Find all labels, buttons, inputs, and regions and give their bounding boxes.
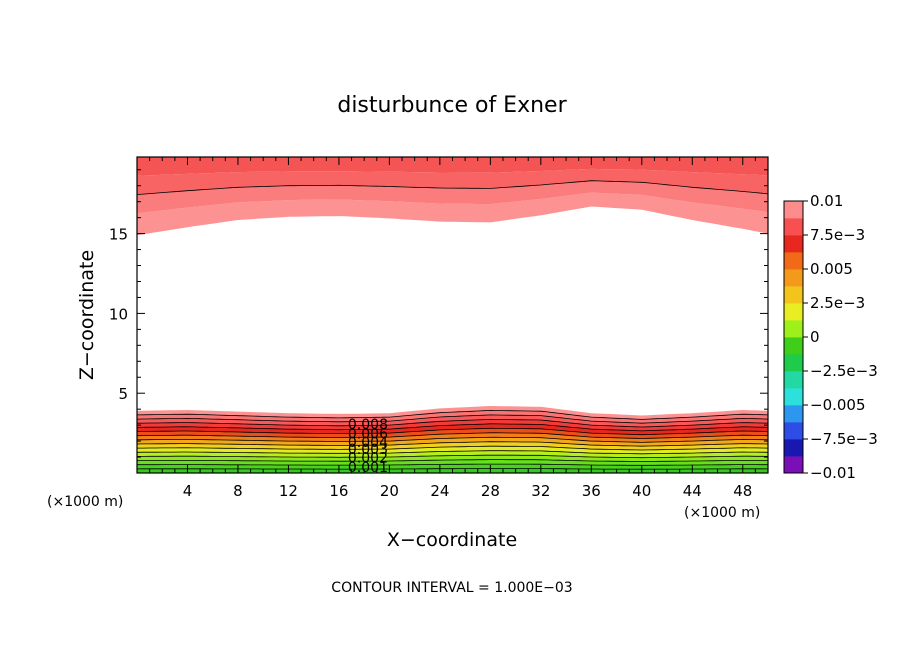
x-tick-label: 12 bbox=[279, 482, 298, 500]
contour-interval-note: CONTOUR INTERVAL = 1.000E−03 bbox=[331, 580, 572, 596]
colorbar-segment bbox=[784, 422, 803, 440]
contour-label: 0.006 bbox=[348, 427, 388, 443]
x-tick-label: 40 bbox=[632, 482, 651, 500]
z-unit-label: (×1000 m) bbox=[47, 494, 123, 510]
lower-contour-band bbox=[137, 410, 768, 424]
y-tick-label: 5 bbox=[118, 385, 128, 403]
colorbar-segment bbox=[784, 388, 803, 406]
x-tick-label: 20 bbox=[380, 482, 399, 500]
x-tick-label: 8 bbox=[233, 482, 243, 500]
colorbar bbox=[783, 200, 808, 474]
colorbar-segment bbox=[784, 371, 803, 389]
chart-title: disturbunce of Exner bbox=[337, 93, 567, 118]
x-unit-label: (×1000 m) bbox=[684, 505, 760, 521]
lower-contour-band bbox=[137, 450, 768, 458]
lower-contour-line bbox=[137, 423, 768, 432]
contour-label: 0.002 bbox=[348, 451, 388, 467]
colorbar-tick-label: 0 bbox=[810, 328, 820, 346]
lower-contour-band bbox=[137, 459, 768, 466]
colorbar-tick-label: 0.01 bbox=[810, 192, 843, 210]
lower-contour-line bbox=[137, 459, 768, 462]
colorbar-segment bbox=[784, 235, 803, 253]
colorbar-tick-label: −0.01 bbox=[810, 464, 856, 482]
colorbar-segment bbox=[784, 303, 803, 321]
lower-contour-line bbox=[137, 468, 768, 470]
contour-label: 0.004 bbox=[348, 435, 388, 451]
upper-contour-line bbox=[137, 180, 768, 195]
colorbar-segment bbox=[784, 201, 803, 219]
lower-contour-line bbox=[137, 436, 768, 443]
x-tick-label: 16 bbox=[329, 482, 348, 500]
x-tick-label: 24 bbox=[430, 482, 449, 500]
colorbar-tick-label: 0.005 bbox=[810, 260, 853, 278]
colorbar-tick-label: 7.5e−3 bbox=[810, 226, 865, 244]
colorbar-segment bbox=[784, 456, 803, 474]
x-axis-title: X−coordinate bbox=[387, 529, 517, 551]
y-tick-label: 10 bbox=[109, 305, 128, 323]
colorbar-segment bbox=[784, 320, 803, 338]
colorbar-tick-label: 2.5e−3 bbox=[810, 294, 865, 312]
colorbar-segment bbox=[784, 269, 803, 287]
colorbar-segment bbox=[784, 218, 803, 236]
x-tick-label: 44 bbox=[683, 482, 702, 500]
lower-contour-band bbox=[137, 437, 768, 447]
colorbar-segment bbox=[784, 405, 803, 423]
colorbar-tick-label: −0.005 bbox=[810, 396, 866, 414]
x-tick-labels: 4 8 12 16 20 24 28 32 36 40 44 48 bbox=[183, 482, 753, 500]
lower-contour-line bbox=[137, 414, 768, 424]
colorbar-segment bbox=[784, 337, 803, 355]
y-axis-title: Z−coordinate bbox=[76, 250, 98, 380]
lower-contour-line bbox=[137, 450, 768, 455]
colorbar-tick-labels: −0.01 −7.5e−3 −0.005 −2.5e−3 0 2.5e−3 0.005 7.5… bbox=[810, 192, 878, 482]
lower-contour-band bbox=[137, 432, 768, 443]
contour-lines bbox=[137, 180, 768, 470]
lower-contour-band bbox=[137, 446, 768, 454]
x-tick-label: 4 bbox=[183, 482, 193, 500]
x-tick-label: 36 bbox=[582, 482, 601, 500]
upper-contour-band bbox=[137, 180, 768, 214]
x-tick-label: 32 bbox=[531, 482, 550, 500]
upper-contour-band bbox=[137, 157, 768, 176]
lower-contour-line bbox=[137, 432, 768, 439]
colorbar-segment bbox=[784, 286, 803, 304]
y-tick-labels: 5 10 15 bbox=[109, 226, 128, 404]
lower-contour-line bbox=[137, 454, 768, 459]
upper-contour-band bbox=[137, 192, 768, 236]
contour-label: 0.008 bbox=[348, 417, 388, 433]
lower-contour-line bbox=[137, 418, 768, 428]
lower-contour-band bbox=[137, 455, 768, 462]
y-tick-label: 15 bbox=[109, 226, 128, 244]
lower-contour-line bbox=[137, 463, 768, 466]
x-tick-label: 48 bbox=[733, 482, 752, 500]
colorbar-segment bbox=[784, 439, 803, 457]
contour-label: 0.001 bbox=[348, 460, 388, 476]
colorbar-tick-label: −2.5e−3 bbox=[810, 362, 878, 380]
contour-label: 0.003 bbox=[348, 442, 388, 458]
lower-contour-band bbox=[137, 428, 768, 439]
colorbar-segment bbox=[784, 252, 803, 270]
lower-contour-line bbox=[137, 445, 768, 451]
colorbar-segment bbox=[784, 354, 803, 372]
lower-contour-line bbox=[137, 441, 768, 447]
lower-contour-band bbox=[137, 406, 768, 420]
upper-contour-band bbox=[137, 168, 768, 195]
axis-ticks bbox=[137, 157, 768, 473]
lower-contour-band bbox=[137, 414, 768, 427]
lower-contour-line bbox=[137, 409, 768, 420]
lower-contour-band bbox=[137, 441, 768, 450]
colorbar-tick-label: −7.5e−3 bbox=[810, 430, 878, 448]
lower-contour-line bbox=[137, 427, 768, 436]
x-tick-label: 28 bbox=[481, 482, 500, 500]
